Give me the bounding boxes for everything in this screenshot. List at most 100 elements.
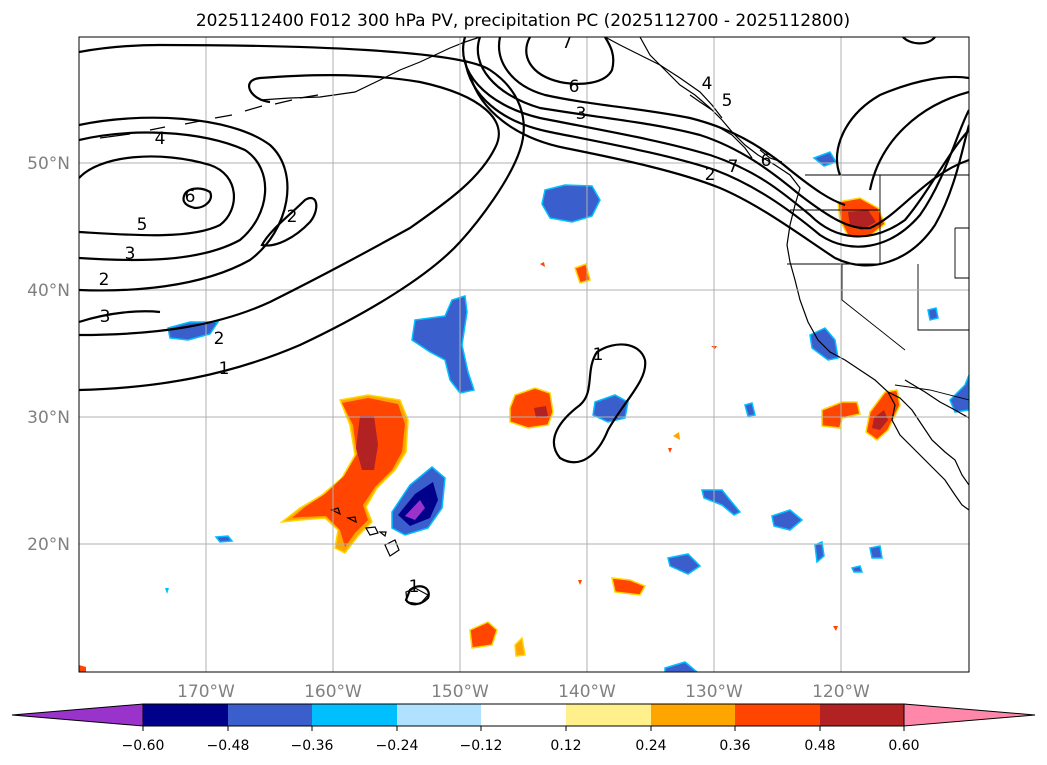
precip-negative-small-1 (744, 402, 756, 417)
precip-positive-small-3 (469, 621, 498, 649)
contour-label: 7 (562, 33, 573, 53)
colorbar-frame (142, 703, 905, 727)
pv-contour-1 (79, 43, 525, 392)
colorbar-tick-label: −0.36 (291, 738, 334, 754)
pv-contours (79, 37, 969, 606)
pv-contour-east-1 (868, 90, 969, 191)
precip-negative-hawaii-east-peak (405, 500, 425, 520)
colorbar-tick-label: −0.24 (376, 738, 419, 754)
contour-label: 1 (219, 359, 230, 379)
colorbar-segment (820, 704, 904, 726)
pv-contour-east-big (835, 75, 969, 176)
precip-positive-small-7 (540, 262, 545, 267)
gridlines (79, 37, 969, 672)
map-title: 2025112400 F012 300 hPa PV, precipitatio… (196, 11, 850, 31)
colorbar-tick-label: 0.36 (719, 738, 750, 754)
contour-label: 1 (593, 345, 604, 365)
coastline-alaska (259, 37, 481, 101)
colorbar-extend-max (903, 703, 1036, 727)
precip-positive-small-1 (574, 263, 591, 284)
pv-contour-center-1 (552, 343, 647, 464)
colorbar-segment (312, 704, 397, 726)
colorbar-tick-label: −0.48 (207, 738, 250, 754)
pv-contour-2 (79, 74, 500, 337)
lon-label-130w: 130°W (685, 682, 743, 702)
pv-contour-south-1 (404, 585, 430, 606)
map-frame (78, 36, 970, 673)
precip-negative-baja-3 (667, 553, 702, 575)
precip-negative-small-5 (927, 307, 939, 321)
precip-positive-small-4 (514, 636, 526, 657)
precip-negative-small-4 (664, 661, 699, 672)
border-us-mexico (894, 384, 969, 401)
lat-label-30n: 30°N (27, 408, 70, 428)
contour-label: 4 (702, 74, 713, 94)
contour-label: 1 (409, 577, 420, 597)
pv-contour-jet-3 (463, 59, 969, 248)
colorbar-tick-label: 0.24 (635, 738, 666, 754)
border-ut (954, 227, 969, 279)
lon-labels: 170°W 160°W 150°W 140°W 130°W 120°W (177, 682, 870, 702)
pv-contour-west-3b (79, 310, 161, 324)
lat-labels: 50°N 40°N 30°N 20°N (27, 154, 70, 555)
colorbar-tick-labels: −0.60 −0.48 −0.36 −0.24 −0.12 0.12 0.24 … (122, 738, 920, 754)
precip-positive-socal-peak (872, 410, 888, 430)
contour-label: 6 (185, 187, 196, 207)
precip-positive-oregon-peak (848, 210, 876, 230)
colorbar-ticks (142, 726, 905, 731)
colorbar-tick-label: −0.60 (122, 738, 165, 754)
precip-negative-north (541, 184, 601, 223)
precip-positive-corner (79, 665, 86, 672)
lon-label-170w: 170°W (177, 682, 235, 702)
pv-contour-top-bump (902, 37, 936, 45)
lon-label-120w: 120°W (812, 682, 870, 702)
colorbar-segment (228, 704, 312, 726)
lon-label-160w: 160°W (304, 682, 362, 702)
pv-contour-jet-7 (525, 37, 615, 85)
map-panel: 4 6 5 3 2 3 2 1 2 7 6 3 4 5 7 6 2 1 1 (78, 33, 970, 673)
precip-positive-hawaii-west-peak (356, 416, 378, 470)
colorbar-segment (397, 704, 481, 726)
contour-label: 4 (155, 129, 166, 149)
precip-positive-small-5 (673, 432, 680, 440)
contour-label: 3 (100, 307, 111, 327)
contour-label: 6 (569, 77, 580, 97)
precip-positive-small-9 (833, 626, 838, 631)
precip-negative-small-3 (850, 565, 864, 573)
precip-negative-baja-2 (771, 509, 804, 531)
lat-label-40n: 40°N (27, 281, 70, 301)
precip-fields (79, 151, 969, 672)
colorbar-segment (143, 704, 228, 726)
contour-label: 2 (705, 165, 716, 185)
precip-negative-small-6 (165, 588, 169, 594)
pv-contour-2-closed (260, 197, 318, 247)
contour-label: 3 (125, 244, 136, 264)
colorbar-tick-label: 0.12 (550, 738, 581, 754)
colorbar-extend-min (11, 703, 144, 727)
colorbar-segment (651, 704, 735, 726)
colorbar-tick-label: −0.12 (460, 738, 503, 754)
precip-negative-baja-4 (814, 540, 825, 564)
colorbar-segment (735, 704, 820, 726)
hawaii-islands (330, 507, 400, 557)
pv-contour-labels: 4 6 5 3 2 3 2 1 2 7 6 3 4 5 7 6 2 1 1 (99, 33, 772, 597)
contour-label: 5 (137, 215, 148, 235)
aleutian-islands (99, 94, 319, 139)
coastline-alaska-panhandle (604, 37, 723, 119)
pv-contour-west-6 (182, 187, 213, 210)
colorbar-segment (566, 704, 651, 726)
precip-negative-baja-1 (701, 489, 742, 516)
precip-positive-small-6 (668, 448, 672, 453)
pv-contour-jet-6 (498, 37, 846, 207)
precip-positive-center (509, 387, 554, 429)
lat-label-20n: 20°N (27, 535, 70, 555)
coastline-north-america (639, 37, 969, 511)
contour-label: 5 (722, 91, 733, 111)
contour-label: 2 (214, 329, 225, 349)
contour-label: 6 (761, 151, 772, 171)
pv-contour-jet-4 (462, 37, 969, 238)
pv-contour-jet-5 (476, 37, 969, 230)
pv-contour-west-5 (79, 155, 235, 237)
pv-contour-west-4 (79, 131, 267, 262)
